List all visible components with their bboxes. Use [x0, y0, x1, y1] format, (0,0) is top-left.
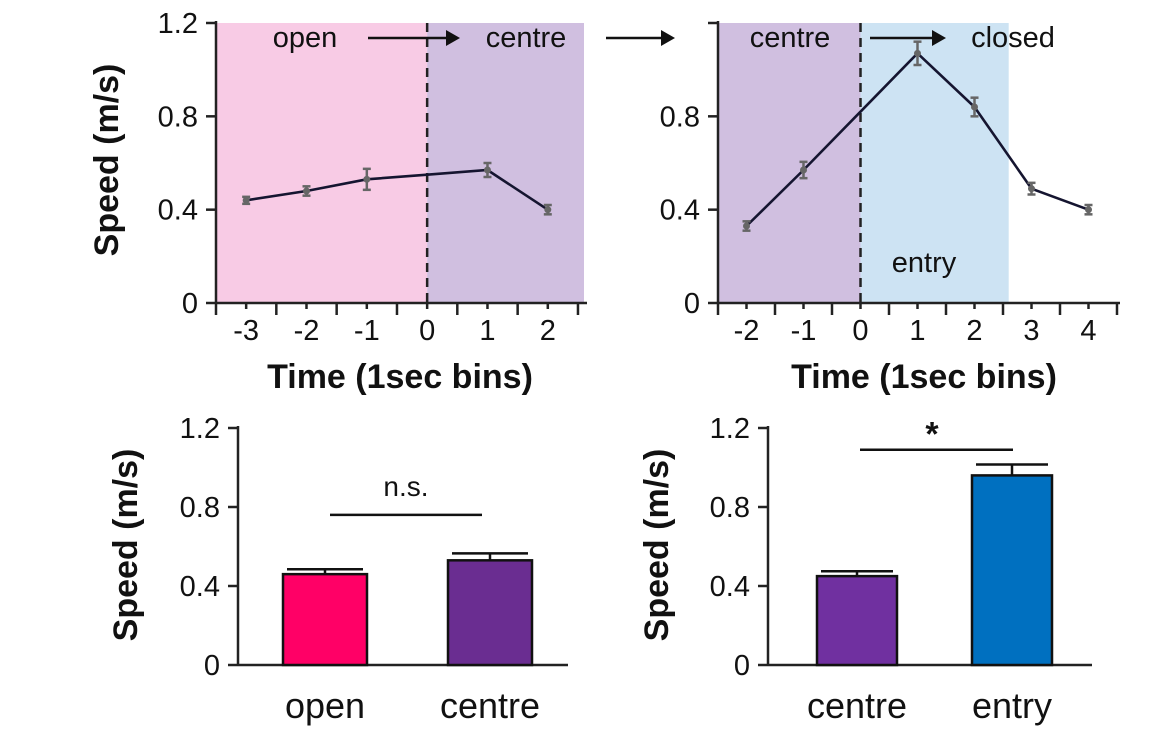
y-tick-label: 0.8: [158, 101, 198, 133]
y-tick-label: 0.8: [660, 101, 700, 133]
significance-label: *: [925, 416, 939, 454]
y-tick-label: 1.2: [710, 413, 750, 445]
y-tick-label: 0: [204, 650, 220, 682]
y-tick-label: 1.2: [180, 413, 220, 445]
bar-centre: [815, 574, 899, 667]
category-label: entry: [972, 685, 1052, 726]
label-open: open: [273, 22, 338, 54]
y-tick-label: 0.4: [660, 195, 700, 227]
y-axis-title: Speed (m/s): [638, 449, 676, 642]
data-point: [363, 175, 371, 183]
label-centre-2: centre: [750, 22, 831, 54]
bar-open: [281, 572, 369, 667]
y-tick-label: 0: [734, 650, 750, 682]
arrow-open-centre-head: [446, 30, 460, 46]
y-tick-label: 0.8: [710, 492, 750, 524]
y-tick-label: 0: [684, 288, 700, 320]
x-tick-label: -3: [233, 315, 259, 347]
data-point: [914, 49, 921, 57]
centre-region: [427, 23, 584, 303]
data-point: [242, 196, 250, 204]
y-tick-label: 0.4: [710, 571, 750, 603]
data-point: [544, 206, 552, 214]
x-tick-label: -1: [354, 315, 380, 347]
category-label: centre: [440, 685, 540, 726]
label-centre: centre: [486, 22, 567, 54]
x-tick-label: 0: [419, 315, 435, 347]
y-tick-label: 0.4: [158, 195, 198, 227]
label-entry: entry: [892, 247, 957, 279]
bar-entry: [970, 474, 1054, 667]
y-tick-label: 1.2: [158, 8, 198, 40]
connector-arrow-head: [661, 30, 675, 46]
x-tick-label: 0: [852, 315, 868, 347]
data-point: [971, 103, 978, 111]
category-label: open: [285, 685, 365, 726]
y-tick-label: 0.8: [180, 492, 220, 524]
data-point: [483, 166, 491, 174]
data-point: [800, 166, 807, 174]
x-tick-label: 1: [479, 315, 495, 347]
x-axis-title: Time (1sec bins): [791, 358, 1057, 396]
x-tick-label: -1: [791, 315, 817, 347]
data-point: [1028, 185, 1035, 193]
open-region: [216, 23, 428, 303]
x-tick-label: 2: [966, 315, 982, 347]
data-point: [1085, 206, 1092, 214]
label-closed: closed: [971, 22, 1055, 54]
y-axis-title: Speed (m/s): [107, 449, 145, 642]
x-tick-label: 3: [1023, 315, 1039, 347]
y-axis-title: Speed (m/s): [88, 64, 126, 257]
category-label: centre: [807, 685, 907, 726]
significance-label: n.s.: [383, 471, 428, 502]
y-tick-label: 0: [182, 288, 198, 320]
data-point: [743, 222, 750, 230]
y-tick-label: 0.4: [180, 571, 220, 603]
x-tick-label: -2: [294, 315, 320, 347]
x-tick-label: 2: [540, 315, 556, 347]
arrow-centre-closed-head: [932, 30, 946, 46]
speed-line: [245, 168, 549, 211]
centre-region: [718, 23, 861, 303]
bar-centre: [446, 559, 534, 667]
x-tick-label: -2: [734, 315, 760, 347]
x-tick-label: 1: [909, 315, 925, 347]
x-tick-label: 4: [1080, 315, 1096, 347]
x-axis-title: Time (1sec bins): [267, 358, 533, 396]
data-point: [302, 187, 310, 195]
